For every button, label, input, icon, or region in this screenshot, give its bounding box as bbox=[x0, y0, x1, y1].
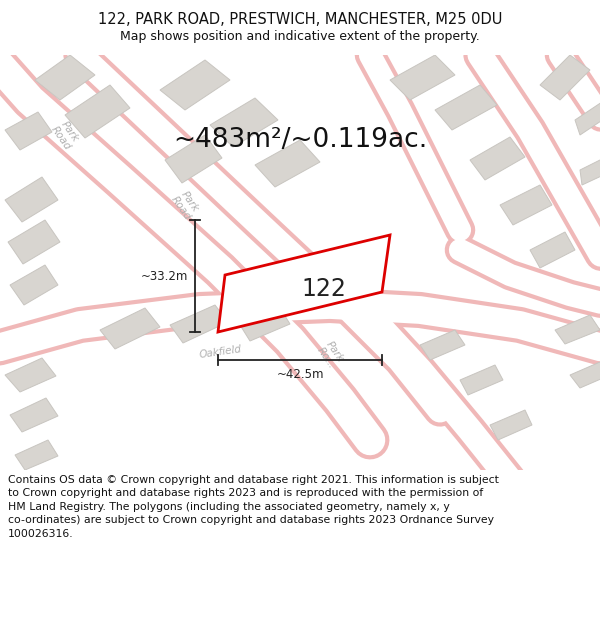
Polygon shape bbox=[470, 137, 525, 180]
Text: ~42.5m: ~42.5m bbox=[276, 368, 324, 381]
Polygon shape bbox=[5, 358, 56, 392]
Polygon shape bbox=[10, 398, 58, 432]
Polygon shape bbox=[570, 362, 600, 388]
Polygon shape bbox=[218, 235, 390, 332]
Polygon shape bbox=[540, 55, 590, 100]
Polygon shape bbox=[255, 140, 320, 187]
Polygon shape bbox=[530, 232, 575, 268]
Polygon shape bbox=[170, 305, 228, 343]
Text: ~483m²/~0.119ac.: ~483m²/~0.119ac. bbox=[173, 127, 427, 153]
Polygon shape bbox=[10, 265, 58, 305]
Text: Park
Road: Park Road bbox=[49, 118, 81, 152]
Polygon shape bbox=[435, 85, 497, 130]
Polygon shape bbox=[240, 308, 290, 341]
Polygon shape bbox=[5, 177, 58, 222]
Text: 122: 122 bbox=[301, 276, 346, 301]
Polygon shape bbox=[500, 185, 552, 225]
Polygon shape bbox=[15, 440, 58, 470]
Text: 122, PARK ROAD, PRESTWICH, MANCHESTER, M25 0DU: 122, PARK ROAD, PRESTWICH, MANCHESTER, M… bbox=[98, 12, 502, 27]
Polygon shape bbox=[490, 410, 532, 440]
Polygon shape bbox=[555, 315, 600, 344]
Polygon shape bbox=[5, 112, 52, 150]
Polygon shape bbox=[65, 85, 130, 138]
Polygon shape bbox=[160, 60, 230, 110]
Polygon shape bbox=[8, 220, 60, 264]
Text: Map shows position and indicative extent of the property.: Map shows position and indicative extent… bbox=[120, 30, 480, 43]
Text: Oakfield: Oakfield bbox=[198, 344, 242, 360]
Polygon shape bbox=[460, 365, 503, 395]
Text: Contains OS data © Crown copyright and database right 2021. This information is : Contains OS data © Crown copyright and d… bbox=[8, 474, 499, 539]
Text: ~33.2m: ~33.2m bbox=[140, 269, 188, 282]
Polygon shape bbox=[100, 308, 160, 349]
Polygon shape bbox=[210, 98, 278, 147]
Polygon shape bbox=[35, 55, 95, 100]
Polygon shape bbox=[575, 100, 600, 135]
Text: Park
Road: Park Road bbox=[169, 188, 201, 222]
Polygon shape bbox=[420, 330, 465, 360]
Polygon shape bbox=[165, 135, 222, 183]
Polygon shape bbox=[390, 55, 455, 100]
Polygon shape bbox=[580, 155, 600, 185]
Text: Park
Ro...: Park Ro... bbox=[315, 339, 345, 371]
